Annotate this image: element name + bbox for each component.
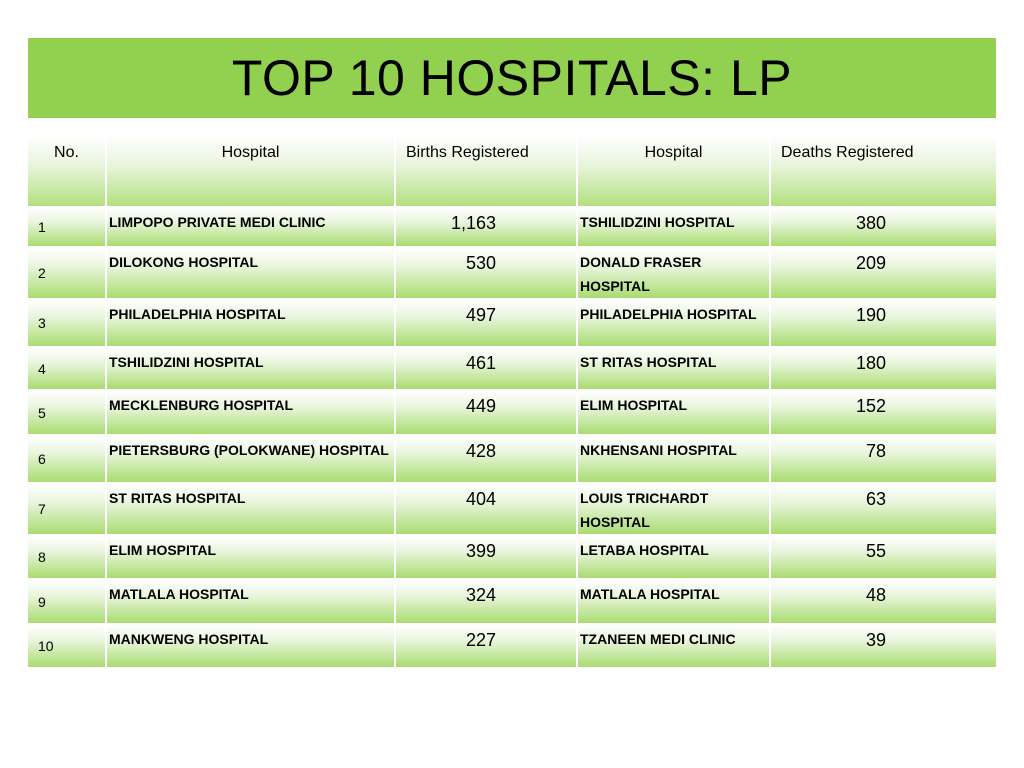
death-hospital-name: ELIM HOSPITAL [577, 390, 771, 436]
birth-hospital-name: MECKLENBURG HOSPITAL [106, 390, 396, 436]
birth-hospital-name: MANKWENG HOSPITAL [106, 624, 396, 669]
table-row: 6 PIETERSBURG (POLOKWANE) HOSPITAL 428 NKHE… [28, 435, 996, 484]
table-row: 8 ELIM HOSPITAL 399 LETABA HOSPITAL 55 [28, 535, 996, 580]
deaths-registered-value: 48 [770, 579, 996, 625]
row-number: 10 [28, 624, 107, 669]
births-registered-value: 449 [395, 390, 578, 436]
deaths-registered-value: 63 [770, 483, 996, 536]
births-registered-value: 324 [395, 579, 578, 625]
hospitals-table: No. Hospital Births Registered Hospital … [28, 135, 996, 669]
row-number: 7 [28, 483, 107, 536]
deaths-registered-value: 39 [770, 624, 996, 669]
birth-hospital-name: ST RITAS HOSPITAL [106, 483, 396, 536]
birth-hospital-name: PIETERSBURG (POLOKWANE) HOSPITAL [106, 435, 396, 484]
deaths-registered-value: 78 [770, 435, 996, 484]
row-number: 4 [28, 347, 107, 391]
births-registered-value: 399 [395, 535, 578, 580]
death-hospital-name: DONALD FRASER HOSPITAL [577, 247, 771, 300]
page-title: TOP 10 HOSPITALS: LP [231, 50, 793, 106]
row-number: 1 [28, 207, 107, 248]
row-number: 2 [28, 247, 107, 300]
row-number: 8 [28, 535, 107, 580]
births-registered-value: 404 [395, 483, 578, 536]
table-row: 4 TSHILIDZINI HOSPITAL 461 ST RITAS HOSPITA… [28, 347, 996, 391]
birth-hospital-name: MATLALA HOSPITAL [106, 579, 396, 625]
death-hospital-name: MATLALA HOSPITAL [577, 579, 771, 625]
table-row: 3 PHILADELPHIA HOSPITAL 497 PHILADELPHIA HO… [28, 299, 996, 348]
deaths-registered-value: 209 [770, 247, 996, 300]
row-number: 5 [28, 390, 107, 436]
hospitals-table-container: No. Hospital Births Registered Hospital … [28, 135, 996, 669]
death-hospital-name: PHILADELPHIA HOSPITAL [577, 299, 771, 348]
birth-hospital-name: LIMPOPO PRIVATE MEDI CLINIC [106, 207, 396, 248]
deaths-registered-value: 380 [770, 207, 996, 248]
header-death-hospital: Hospital [577, 135, 771, 208]
header-deaths-registered: Deaths Registered [770, 135, 996, 208]
deaths-registered-value: 190 [770, 299, 996, 348]
table-row: 5 MECKLENBURG HOSPITAL 449 ELIM HOSPITAL 152 [28, 390, 996, 436]
table-row: 9 MATLALA HOSPITAL 324 MATLALA HOSPITAL 48 [28, 579, 996, 625]
birth-hospital-name: TSHILIDZINI HOSPITAL [106, 347, 396, 391]
row-number: 9 [28, 579, 107, 625]
births-registered-value: 1,163 [395, 207, 578, 248]
death-hospital-name: LETABA HOSPITAL [577, 535, 771, 580]
deaths-registered-value: 180 [770, 347, 996, 391]
table-header-row: No. Hospital Births Registered Hospital … [28, 135, 996, 208]
table-row: 2 DILOKONG HOSPITAL 530 DONALD FRASER HOSPI… [28, 247, 996, 300]
births-registered-value: 428 [395, 435, 578, 484]
deaths-registered-value: 152 [770, 390, 996, 436]
births-registered-value: 461 [395, 347, 578, 391]
death-hospital-name: TZANEEN MEDI CLINIC [577, 624, 771, 669]
table-row: 7 ST RITAS HOSPITAL 404 LOUIS TRICHARDT HOS… [28, 483, 996, 536]
death-hospital-name: ST RITAS HOSPITAL [577, 347, 771, 391]
title-bar: TOP 10 HOSPITALS: LP [28, 38, 996, 118]
row-number: 6 [28, 435, 107, 484]
header-birth-hospital: Hospital [106, 135, 396, 208]
deaths-registered-value: 55 [770, 535, 996, 580]
header-no: No. [28, 135, 107, 208]
death-hospital-name: LOUIS TRICHARDT HOSPITAL [577, 483, 771, 536]
table-row: 1 LIMPOPO PRIVATE MEDI CLINIC 1,163 TSHILID… [28, 207, 996, 248]
death-hospital-name: NKHENSANI HOSPITAL [577, 435, 771, 484]
row-number: 3 [28, 299, 107, 348]
birth-hospital-name: DILOKONG HOSPITAL [106, 247, 396, 300]
births-registered-value: 530 [395, 247, 578, 300]
table-row: 10 MANKWENG HOSPITAL 227 TZANEEN MEDI CLINI… [28, 624, 996, 669]
births-registered-value: 227 [395, 624, 578, 669]
birth-hospital-name: ELIM HOSPITAL [106, 535, 396, 580]
births-registered-value: 497 [395, 299, 578, 348]
header-births-registered: Births Registered [395, 135, 578, 208]
death-hospital-name: TSHILIDZINI HOSPITAL [577, 207, 771, 248]
birth-hospital-name: PHILADELPHIA HOSPITAL [106, 299, 396, 348]
table-body: 1 LIMPOPO PRIVATE MEDI CLINIC 1,163 TSHILID… [28, 207, 996, 669]
